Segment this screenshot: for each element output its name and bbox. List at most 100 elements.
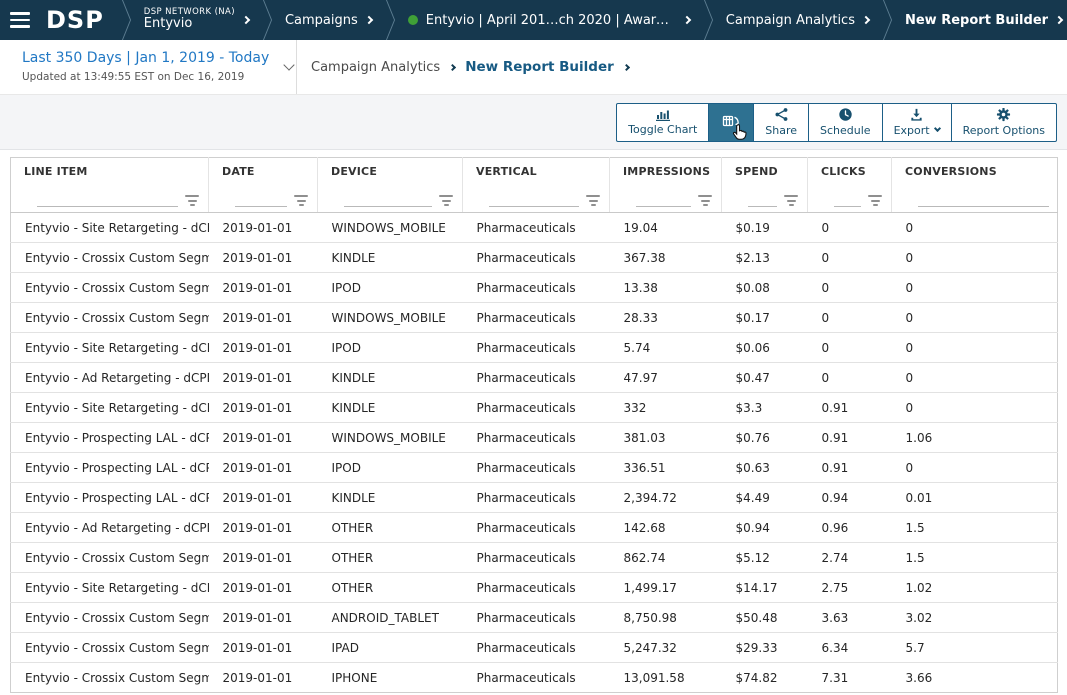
- breadcrumb-campaigns[interactable]: Campaigns: [275, 13, 382, 28]
- breadcrumb-campaign-analytics[interactable]: Campaign Analytics: [716, 13, 879, 28]
- breadcrumb-new-report-builder[interactable]: New Report Builder: [895, 13, 1067, 28]
- table-row[interactable]: Entyvio - Crossix Custom Segment B2019-0…: [10, 632, 1058, 663]
- pivot-table-button[interactable]: [708, 103, 755, 142]
- cell-clicks: 0: [807, 332, 892, 363]
- gear-icon: [997, 107, 1011, 122]
- table-row[interactable]: Entyvio - Crossix Custom Segment B2019-0…: [10, 302, 1058, 333]
- report-table-container: LINE ITEM DATE DEVICE VERTICAL IMPRESSIO…: [10, 157, 1058, 693]
- cell-clicks: 6.34: [807, 632, 892, 663]
- cell-date: 2019-01-01: [208, 392, 318, 423]
- cell-clicks: 0.91: [807, 422, 892, 453]
- cell-line_item: Entyvio - Crossix Custom Segment B: [10, 602, 209, 633]
- download-icon: [911, 108, 922, 121]
- cell-device: KINDLE: [317, 392, 463, 423]
- cell-conversions: 0: [891, 242, 1058, 273]
- cell-conversions: 5.7: [891, 632, 1058, 663]
- column-header-line-item[interactable]: LINE ITEM: [10, 157, 209, 186]
- table-row[interactable]: Entyvio - Crossix Custom Segment B2019-0…: [11, 663, 1058, 693]
- cell-conversions: 0: [891, 332, 1058, 363]
- table-row[interactable]: Entyvio - Site Retargeting - dCPM (La201…: [10, 572, 1058, 603]
- toggle-chart-button[interactable]: Toggle Chart: [616, 103, 710, 142]
- chevron-right-icon: [449, 63, 457, 71]
- column-header-device[interactable]: DEVICE: [317, 157, 463, 186]
- cell-clicks: 0: [807, 302, 892, 333]
- table-header-row: LINE ITEM DATE DEVICE VERTICAL IMPRESSIO…: [10, 157, 1058, 186]
- cell-spend: $0.17: [721, 302, 808, 333]
- breadcrumb-label: New Report Builder: [904, 12, 1049, 28]
- cell-clicks: 0.91: [807, 452, 892, 483]
- chevron-right-icon: [861, 15, 871, 25]
- menu-icon[interactable]: [0, 0, 40, 40]
- cell-spend: $0.47: [721, 362, 808, 393]
- network-label: DSP NETWORK (NA): [143, 6, 235, 17]
- app-logo[interactable]: DSP: [46, 6, 104, 34]
- column-header-date[interactable]: DATE: [208, 157, 318, 186]
- chevron-right-icon: [1054, 15, 1064, 25]
- table-row[interactable]: Entyvio - Site Retargeting - dCPM (La201…: [10, 392, 1058, 423]
- filter-input-impressions[interactable]: [636, 195, 691, 207]
- cell-line_item: Entyvio - Site Retargeting - dCPM (La: [10, 332, 209, 363]
- table-row[interactable]: Entyvio - Crossix Custom Segment B2019-0…: [10, 242, 1058, 273]
- breadcrumb-campaign[interactable]: Entyvio | April 201…ch 2020 | Awareness: [398, 13, 700, 28]
- table-row[interactable]: Entyvio - Crossix Custom Segment B2019-0…: [10, 272, 1058, 303]
- breadcrumb-label: Campaigns: [284, 12, 358, 28]
- table-row[interactable]: Entyvio - Prospecting LAL - dCPM (La2019…: [10, 452, 1058, 483]
- schedule-label: Schedule: [820, 124, 871, 137]
- filter-input-clicks[interactable]: [834, 195, 861, 207]
- top-navigation-bar: DSP DSP NETWORK (NA) Entyvio Campaigns E…: [0, 0, 1067, 40]
- filter-icon[interactable]: [867, 195, 883, 207]
- column-header-conversions[interactable]: CONVERSIONS: [905, 165, 997, 179]
- breadcrumb-separator: [700, 0, 716, 40]
- cell-clicks: 0: [807, 242, 892, 273]
- cell-date: 2019-01-01: [208, 422, 318, 453]
- cell-date: 2019-01-01: [222, 670, 293, 685]
- cell-date: 2019-01-01: [208, 572, 318, 603]
- table-row[interactable]: Entyvio - Site Retargeting - dCPM (La201…: [10, 212, 1058, 243]
- filter-icon[interactable]: [585, 195, 601, 207]
- filter-input-device[interactable]: [344, 195, 432, 207]
- filter-input-conversions[interactable]: [918, 195, 1049, 207]
- filter-input-spend[interactable]: [748, 195, 777, 207]
- breadcrumb-label: Entyvio | April 201…ch 2020 | Awareness: [425, 12, 676, 28]
- cell-clicks: 0: [807, 272, 892, 303]
- cell-spend: $5.12: [721, 542, 808, 573]
- column-header-vertical[interactable]: VERTICAL: [462, 157, 610, 186]
- report-options-button[interactable]: Report Options: [950, 103, 1057, 142]
- table-row[interactable]: Entyvio - Crossix Custom Segment B2019-0…: [10, 602, 1058, 633]
- filter-icon[interactable]: [697, 195, 713, 207]
- table-row[interactable]: Entyvio - Ad Retargeting - dCPM (Lar2019…: [10, 362, 1058, 393]
- breadcrumb-parent[interactable]: Campaign Analytics: [311, 59, 441, 75]
- export-label: Export: [893, 123, 930, 137]
- filter-icon[interactable]: [184, 195, 200, 207]
- share-button[interactable]: Share: [753, 103, 810, 142]
- filter-icon[interactable]: [783, 195, 799, 207]
- table-row[interactable]: Entyvio - Crossix Custom Segment B2019-0…: [10, 542, 1058, 573]
- cell-conversions: 0: [891, 452, 1058, 483]
- cell-spend: $0.19: [721, 212, 808, 243]
- cell-vertical: Pharmaceuticals: [462, 572, 610, 603]
- date-range-label: Last 350 Days | Jan 1, 2019 - Today: [22, 50, 270, 67]
- table-row[interactable]: Entyvio - Site Retargeting - dCPM (La201…: [10, 332, 1058, 363]
- export-button[interactable]: Export: [881, 103, 952, 142]
- date-range-selector[interactable]: Last 350 Days | Jan 1, 2019 - Today Upda…: [0, 40, 297, 94]
- column-header-impressions[interactable]: IMPRESSIONS: [609, 157, 722, 186]
- cell-line_item: Entyvio - Ad Retargeting - dCPM (Lar: [10, 512, 209, 543]
- table-row[interactable]: Entyvio - Ad Retargeting - dCPM (Lar2019…: [10, 512, 1058, 543]
- breadcrumb-separator: [382, 0, 398, 40]
- filter-input-line-item[interactable]: [37, 195, 178, 207]
- filter-input-date[interactable]: [235, 195, 287, 207]
- breadcrumb-separator: [118, 0, 134, 40]
- table-row[interactable]: Entyvio - Prospecting LAL - dCPM (La2019…: [10, 422, 1058, 453]
- filter-icon[interactable]: [293, 195, 309, 207]
- cell-spend: $2.13: [721, 242, 808, 273]
- cell-device: IPOD: [317, 272, 463, 303]
- schedule-button[interactable]: Schedule: [808, 103, 883, 142]
- cell-conversions: 0: [891, 272, 1058, 303]
- filter-icon[interactable]: [438, 195, 454, 207]
- breadcrumb-network[interactable]: DSP NETWORK (NA) Entyvio: [134, 6, 259, 33]
- filter-input-vertical[interactable]: [489, 195, 579, 207]
- column-header-spend[interactable]: SPEND: [721, 157, 808, 186]
- cell-device: IPHONE: [331, 670, 378, 685]
- table-row[interactable]: Entyvio - Prospecting LAL - dCPM (La2019…: [10, 482, 1058, 513]
- column-header-clicks[interactable]: CLICKS: [807, 157, 892, 186]
